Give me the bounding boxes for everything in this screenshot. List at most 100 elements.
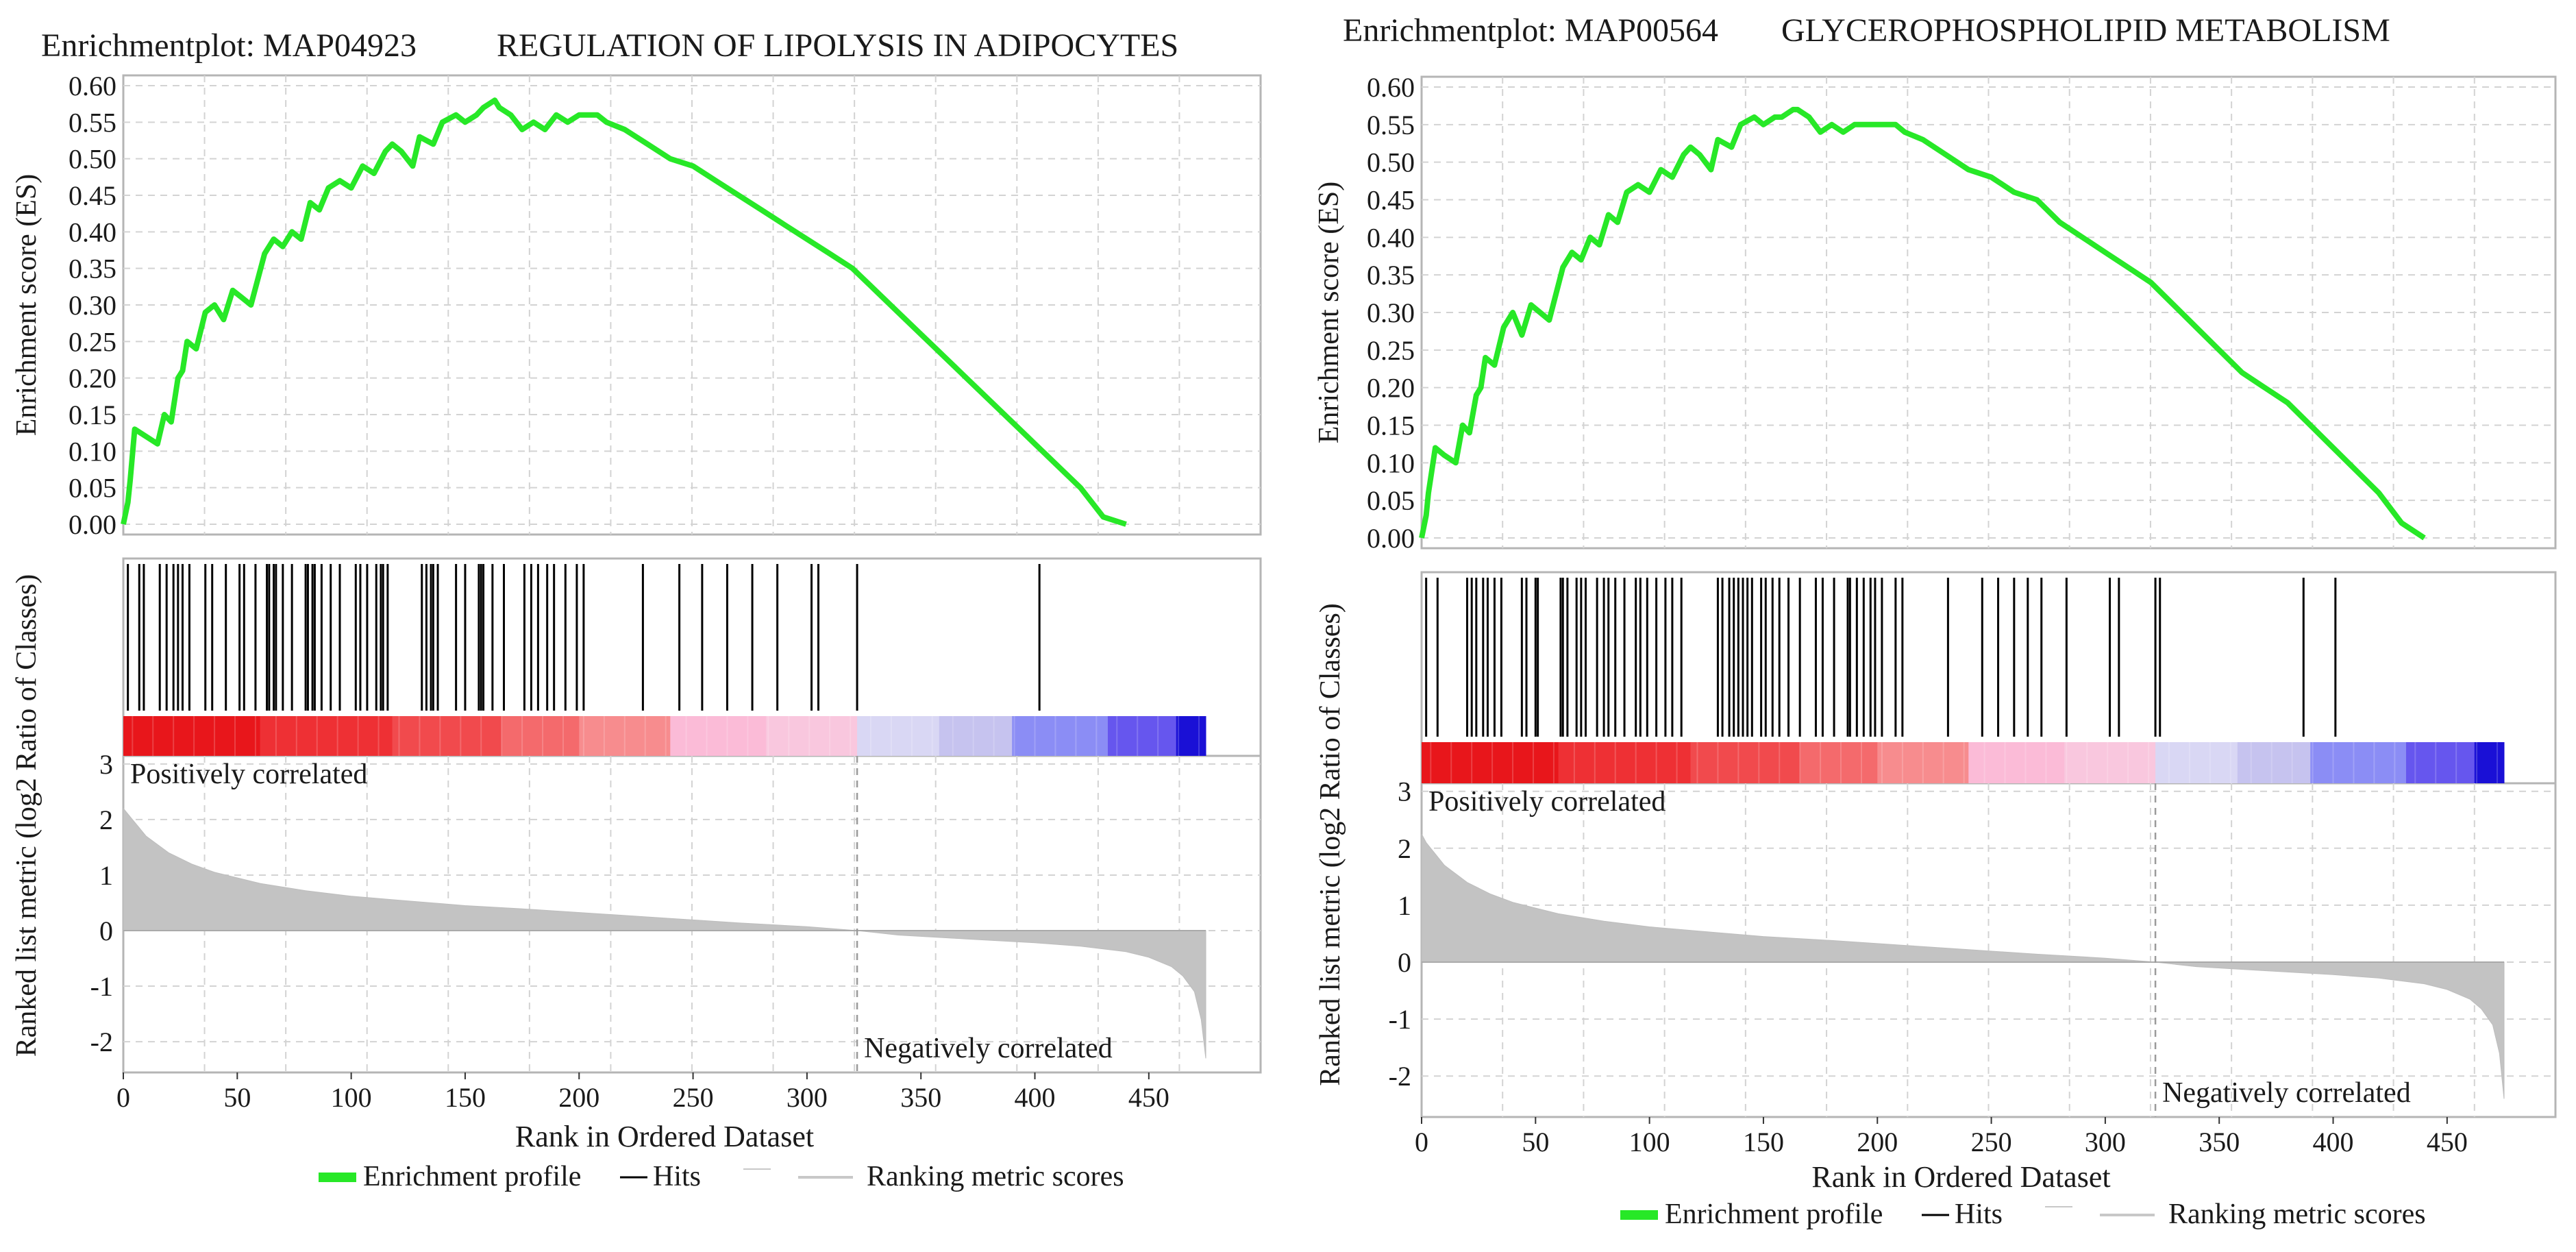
heat-strip-segment bbox=[501, 716, 580, 756]
heat-strip-segment bbox=[1012, 716, 1109, 756]
rank-y-axis-label: Ranked list metric (log2 Ratio of Classe… bbox=[11, 574, 42, 1057]
xtick-label: 50 bbox=[223, 1082, 251, 1113]
heat-strip-segment bbox=[2237, 742, 2311, 783]
chart-title-name: REGULATION OF LIPOLYSIS IN ADIPOCYTES bbox=[497, 27, 1178, 64]
heat-strip-segment bbox=[857, 716, 940, 756]
es-ytick-label: 0.55 bbox=[69, 107, 116, 138]
negatively-correlated-label: Negatively correlated bbox=[2162, 1077, 2411, 1109]
es-y-axis-label: Enrichment score (ES) bbox=[11, 174, 42, 437]
grid-lines bbox=[1422, 77, 2555, 1117]
rank-ytick-label: 0 bbox=[1398, 947, 1411, 978]
es-ytick-label: 0.20 bbox=[69, 363, 116, 394]
rank-y-axis-label: Ranked list metric (log2 Ratio of Classe… bbox=[1315, 603, 1346, 1086]
xtick-label: 350 bbox=[900, 1082, 941, 1113]
xtick-label: 300 bbox=[787, 1082, 828, 1113]
ranking-metric-area bbox=[1421, 833, 2505, 1099]
es-ytick-label: 0.00 bbox=[69, 509, 116, 540]
grid-lines bbox=[123, 75, 1261, 1072]
heat-strip-segment bbox=[1107, 716, 1177, 756]
heat-strip-segment bbox=[1690, 742, 1800, 783]
heat-strip-segment bbox=[1422, 742, 1559, 783]
gsea-panel-1: Enrichmentplot: MAP04923 REGULATION OF LI… bbox=[11, 27, 1262, 1192]
xtick-label: 400 bbox=[1015, 1082, 1056, 1113]
xtick-label: 0 bbox=[1415, 1127, 1428, 1157]
rank-ytick-label: -1 bbox=[90, 971, 113, 1002]
xtick-label: 250 bbox=[673, 1082, 714, 1113]
heat-strip-segment bbox=[2064, 742, 2156, 783]
rank-ytick-label: -2 bbox=[90, 1027, 113, 1057]
es-ytick-label: 0.00 bbox=[1367, 523, 1415, 554]
xtick-label: 150 bbox=[1743, 1127, 1784, 1157]
enrichment-profile-line bbox=[1419, 106, 2426, 541]
es-ytick-label: 0.55 bbox=[1367, 110, 1415, 140]
legend: Enrichment profile Hits Ranking metric sco… bbox=[319, 1161, 1124, 1192]
heat-strip-stripes bbox=[132, 716, 1200, 756]
hits-group bbox=[127, 564, 1041, 711]
es-ytick-label: 0.10 bbox=[1367, 447, 1415, 478]
rank-ytick-label: 0 bbox=[99, 916, 113, 946]
legend-metric-label: Ranking metric scores bbox=[2168, 1199, 2426, 1230]
xtick-label: 0 bbox=[116, 1082, 130, 1113]
x-axis-label: Rank in Ordered Dataset bbox=[515, 1120, 814, 1153]
xtick-label: 200 bbox=[1857, 1127, 1898, 1157]
legend-hits-label: Hits bbox=[1955, 1199, 2003, 1230]
rank-ytick-label: 1 bbox=[99, 860, 113, 891]
es-ytick-label: 0.40 bbox=[1367, 222, 1415, 253]
heat-strip-segment bbox=[579, 716, 671, 756]
xtick-label: 100 bbox=[1629, 1127, 1670, 1157]
es-ytick-label: 0.15 bbox=[69, 400, 116, 430]
es-ytick-label: 0.40 bbox=[69, 217, 116, 247]
heat-strip-segment bbox=[670, 716, 767, 756]
x-axis-label: Rank in Ordered Dataset bbox=[1811, 1160, 2110, 1194]
heat-strip-segment bbox=[1558, 742, 1692, 783]
es-ytick-label: 0.25 bbox=[1367, 335, 1415, 366]
rank-ytick-label: 3 bbox=[99, 749, 113, 780]
positively-correlated-label: Positively correlated bbox=[130, 759, 367, 790]
ranking-metric-area bbox=[123, 807, 1206, 1059]
es-ytick-label: 0.50 bbox=[1367, 147, 1415, 178]
es-ytick-label: 0.30 bbox=[69, 290, 116, 321]
heat-strip-segment bbox=[1176, 716, 1206, 756]
xtick-label: 350 bbox=[2199, 1127, 2240, 1157]
positively-correlated-label: Positively correlated bbox=[1428, 786, 1665, 818]
heat-strip-segment bbox=[766, 716, 858, 756]
es-ytick-label: 0.50 bbox=[69, 144, 116, 175]
rank-ytick-label: 2 bbox=[1398, 833, 1411, 864]
xtick-label: 450 bbox=[2427, 1127, 2468, 1157]
heat-strip-segment bbox=[2155, 742, 2238, 783]
enrichment-profile-line bbox=[121, 97, 1127, 527]
heat-strip-segment bbox=[1968, 742, 2065, 783]
chart-title-prefix: Enrichmentplot: MAP00564 bbox=[1343, 12, 1718, 49]
xtick-label: 250 bbox=[1971, 1127, 2012, 1157]
xtick-label: 50 bbox=[1522, 1127, 1549, 1157]
legend-profile-label: Enrichment profile bbox=[363, 1161, 581, 1192]
es-ytick-label: 0.05 bbox=[1367, 485, 1415, 516]
heat-strip-segment bbox=[2405, 742, 2475, 783]
legend-hits-label: Hits bbox=[653, 1161, 701, 1192]
es-y-axis-label: Enrichment score (ES) bbox=[1313, 182, 1345, 444]
legend-metric-label: Ranking metric scores bbox=[867, 1161, 1124, 1192]
heat-strip-segment bbox=[2310, 742, 2407, 783]
rank-ytick-label: 3 bbox=[1398, 776, 1411, 807]
negatively-correlated-label: Negatively correlated bbox=[864, 1033, 1113, 1064]
hits-group bbox=[1425, 578, 2337, 737]
heat-strip-segment bbox=[1800, 742, 1878, 783]
heat-strip-segment bbox=[1877, 742, 1969, 783]
heat-strip-stripes bbox=[1430, 742, 2499, 783]
rank-ytick-label: 1 bbox=[1398, 890, 1411, 921]
xtick-label: 300 bbox=[2085, 1127, 2126, 1157]
es-ytick-label: 0.10 bbox=[69, 436, 116, 467]
es-ytick-label: 0.60 bbox=[69, 71, 116, 101]
heat-strip-segment bbox=[2474, 742, 2505, 783]
heat-strip-segment bbox=[939, 716, 1013, 756]
chart-title-prefix: Enrichmentplot: MAP04923 bbox=[41, 27, 417, 64]
es-ytick-label: 0.15 bbox=[1367, 410, 1415, 441]
rank-ytick-label: -2 bbox=[1389, 1061, 1411, 1092]
es-ytick-label: 0.25 bbox=[69, 326, 116, 357]
xtick-label: 400 bbox=[2313, 1127, 2354, 1157]
legend-profile-label: Enrichment profile bbox=[1665, 1199, 1883, 1230]
es-ytick-label: 0.05 bbox=[69, 473, 116, 504]
xtick-label: 450 bbox=[1128, 1082, 1169, 1113]
es-ytick-label: 0.20 bbox=[1367, 373, 1415, 404]
